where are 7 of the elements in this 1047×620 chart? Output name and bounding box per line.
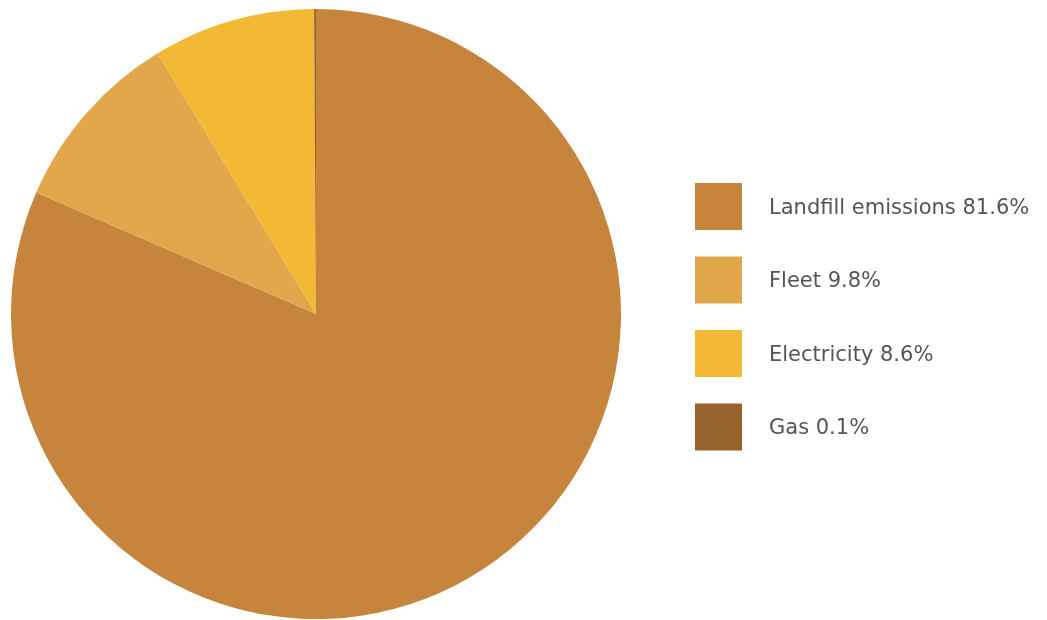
legend-label: Electricity 8.6% <box>769 341 934 366</box>
legend-label: Fleet 9.8% <box>769 268 882 292</box>
pie-slice <box>36 53 316 314</box>
pie-slice <box>11 9 621 619</box>
pie-slice <box>157 9 316 314</box>
legend-label: Landfill emissions 81.6% <box>769 194 1030 219</box>
legend-label: Gas 0.1% <box>769 415 870 439</box>
